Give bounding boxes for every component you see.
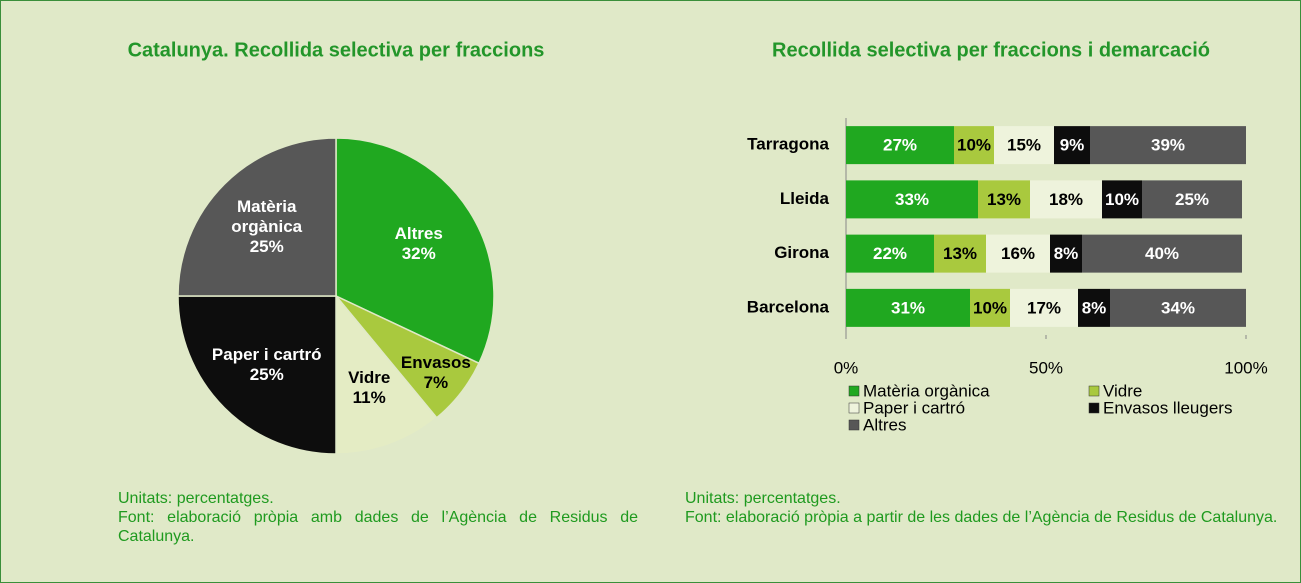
legend-label: Envasos lleugers [1103, 398, 1232, 417]
bar-label: 10% [957, 136, 991, 155]
bar-segment [986, 234, 1050, 273]
x-tick-label: 0% [834, 358, 859, 377]
bar-segment [934, 234, 986, 273]
bar-label: 10% [973, 298, 1007, 317]
bar-label: 33% [895, 190, 929, 209]
bar-segment [1102, 180, 1142, 219]
bar-segment [1082, 234, 1242, 273]
bar-segment [1078, 288, 1110, 327]
note: Font: elaboració pròpia amb dades de l’A… [118, 509, 638, 545]
bar-segment [1030, 180, 1102, 219]
category-label: Barcelona [747, 297, 830, 316]
bar-label: 25% [1175, 190, 1209, 209]
bar-label: 8% [1054, 244, 1079, 263]
bar-label: 34% [1161, 298, 1195, 317]
pie-slice [177, 137, 337, 297]
bar-label: 17% [1027, 298, 1061, 317]
pie-slice [177, 295, 337, 455]
bar-label: 40% [1145, 244, 1179, 263]
legend-label: Matèria orgànica [863, 381, 990, 400]
x-tick-label: 50% [1029, 358, 1063, 377]
note: Unitats: percentatges. [118, 490, 274, 507]
bar-segment [1142, 180, 1242, 219]
slice-label: Envasos 7% [371, 353, 501, 393]
bar-label: 31% [891, 298, 925, 317]
bar-label: 10% [1105, 190, 1139, 209]
slice-label: Matèria orgànica 25% [202, 197, 332, 257]
slice-value: 11% [352, 388, 386, 408]
bar-segment [970, 288, 1010, 327]
slice-value: 32% [401, 243, 436, 263]
bar-segment [1054, 126, 1090, 165]
legend-swatch [1088, 385, 1100, 397]
legend-swatch [848, 402, 860, 414]
bar-label: 13% [943, 244, 977, 263]
bar-label: 22% [873, 244, 907, 263]
bar-segment [954, 126, 994, 165]
bar-segment [1090, 126, 1246, 165]
slice-category: Paper i cartró [211, 345, 322, 365]
legend-swatch [1088, 402, 1100, 414]
pie-title: Catalunya. Recollida selectiva per fracc… [128, 39, 545, 61]
slice-category: Matèria orgànica [231, 196, 303, 236]
note: Unitats: percentatges. [685, 490, 841, 507]
slice-category: Envasos [400, 353, 471, 373]
bar-label: 13% [987, 190, 1021, 209]
bar-label: 27% [883, 136, 917, 155]
slice-value: 25% [249, 236, 284, 256]
bar-segment [978, 180, 1030, 219]
slice-value: 25% [249, 365, 284, 385]
category-label: Tarragona [747, 135, 829, 154]
bar-label: 18% [1049, 190, 1083, 209]
bar-segment [846, 234, 934, 273]
bar-segment [846, 180, 978, 219]
slice-label: Altres 32% [354, 224, 484, 264]
legend-label: Vidre [1103, 381, 1142, 400]
note: Font: elaboració pròpia a partir de les … [685, 509, 1278, 526]
bar-label: 15% [1007, 136, 1041, 155]
bar-label: 16% [1001, 244, 1035, 263]
bar-label: 9% [1060, 136, 1085, 155]
slice-category: Vidre [348, 368, 391, 388]
bar-title: Recollida selectiva per fraccions i dema… [772, 39, 1210, 61]
legend-swatch [848, 385, 860, 397]
bar-label: 8% [1082, 298, 1107, 317]
bar-segment [994, 126, 1054, 165]
legend-swatch [848, 419, 860, 431]
legend-label: Altres [863, 415, 906, 434]
category-label: Girona [774, 243, 829, 262]
category-label: Lleida [780, 189, 830, 208]
pie-notes: Unitats: percentatges. Font: elaboració … [118, 489, 638, 546]
bar-segment [1110, 288, 1246, 327]
legend-label: Paper i cartró [863, 398, 965, 417]
slice-label: Vidre 11% [304, 368, 434, 408]
slice-label: Paper i cartró 25% [202, 345, 332, 385]
bar-label: 39% [1151, 136, 1185, 155]
bar-segment [846, 126, 954, 165]
bar-segment [846, 288, 970, 327]
x-tick-label: 100% [1224, 358, 1267, 377]
slice-value: 7% [423, 373, 449, 393]
bar-segment [1050, 234, 1082, 273]
slice-category: Altres [394, 223, 443, 243]
bar-segment [1010, 288, 1078, 327]
pie-slice [335, 293, 438, 455]
bar-notes: Unitats: percentatges. Font: elaboració … [685, 489, 1285, 527]
pie-slice [335, 137, 495, 365]
